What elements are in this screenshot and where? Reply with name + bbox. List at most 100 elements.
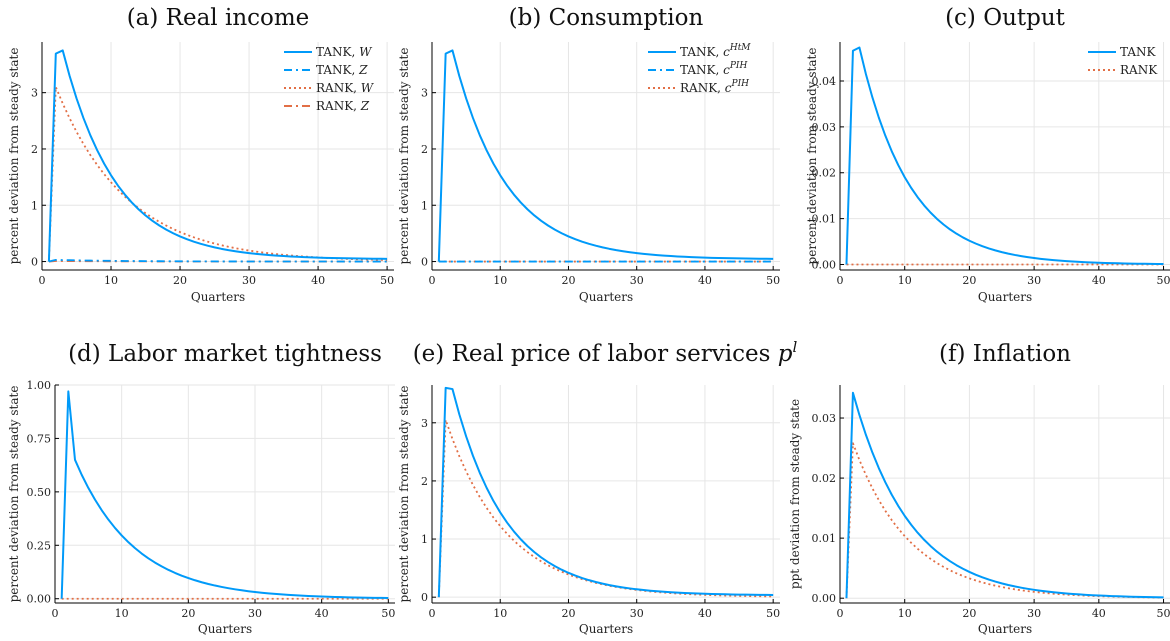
legend-label: RANK,: [316, 81, 361, 95]
x-tick-label: 50: [766, 274, 780, 287]
legend-sup: PIH: [731, 79, 750, 89]
chart-panel-e: (e) Real price of labor services pl0 10 20…: [397, 338, 797, 636]
x-axis-label: Quarters: [191, 290, 245, 304]
y-tick-label: 2: [421, 143, 428, 156]
y-tick-label: 3: [421, 87, 428, 100]
y-axis-label: percent deviation from steady state: [7, 386, 21, 603]
y-tick-label: 0.03: [812, 121, 837, 134]
x-tick-label: 10: [493, 607, 507, 620]
legend-label: TANK,: [680, 45, 723, 59]
series-line-rank-w: [48, 86, 388, 262]
y-tick-label: 1.00: [27, 379, 52, 392]
x-tick-label: 10: [115, 607, 129, 620]
y-tick-label: 0.02: [812, 167, 837, 180]
legend-var: W: [359, 45, 373, 59]
x-tick-label: 50: [380, 274, 394, 287]
x-tick-label: 20: [173, 274, 187, 287]
x-axis-label: Quarters: [579, 622, 633, 636]
y-tick-label: 2: [421, 475, 428, 488]
x-tick-label: 0: [52, 607, 59, 620]
legend-label: TANK,: [316, 63, 359, 77]
x-tick-label: 30: [630, 607, 644, 620]
y-tick-label: 0.50: [27, 486, 52, 499]
y-axis-label: percent deviation from steady state: [805, 48, 819, 265]
y-tick-label: 0.03: [812, 412, 837, 425]
panel-title: (e) Real price of labor services pl: [413, 338, 798, 367]
panel-title: (d) Labor market tightness: [68, 341, 382, 367]
x-tick-label: 10: [493, 274, 507, 287]
legend-entry: TANK, cHtM: [680, 43, 751, 59]
legend-var: Z: [358, 63, 368, 77]
x-tick-label: 30: [242, 274, 256, 287]
panel-title: (a) Real income: [127, 5, 310, 31]
x-tick-label: 50: [766, 607, 780, 620]
legend-entry: RANK, Z: [316, 99, 370, 113]
x-tick-label: 50: [1157, 607, 1170, 620]
series-line-rank: [437, 418, 774, 598]
x-tick-label: 50: [381, 607, 395, 620]
series-line-rank: [845, 442, 1164, 599]
x-axis-label: Quarters: [579, 290, 633, 304]
x-tick-label: 40: [698, 274, 712, 287]
legend-var: c: [725, 81, 732, 95]
chart-panel-f: (f) Inflation 0 10 20 30 40 50 0.00 0.01 0.02 0.03…: [788, 341, 1170, 636]
x-tick-label: 40: [311, 274, 325, 287]
x-tick-label: 10: [104, 274, 118, 287]
legend-entry: TANK, cPIH: [680, 61, 747, 77]
y-tick-label: 0.04: [812, 75, 837, 88]
legend-var: c: [723, 63, 730, 77]
x-tick-label: 20: [181, 607, 195, 620]
x-tick-label: 30: [630, 274, 644, 287]
legend-entry: TANK, Z: [316, 63, 368, 77]
series-line-tank-c-htm: [437, 49, 774, 262]
y-tick-label: 0.00: [27, 593, 52, 606]
legend-entry: TANK, W: [316, 45, 373, 59]
y-axis-label: percent deviation from steady state: [7, 48, 21, 265]
x-tick-label: 20: [561, 607, 575, 620]
panel-title: (b) Consumption: [509, 5, 704, 31]
title-var: p: [770, 341, 792, 367]
y-tick-label: 3: [31, 87, 38, 100]
x-tick-label: 0: [39, 274, 46, 287]
y-tick-label: 3: [421, 417, 428, 430]
y-axis-label: ppt deviation from steady state: [788, 399, 802, 589]
legend-label: TANK: [1120, 45, 1157, 59]
x-tick-label: 50: [1157, 274, 1170, 287]
legend-sup: HtM: [729, 43, 751, 53]
x-axis-label: Quarters: [978, 622, 1032, 636]
x-tick-label: 30: [1027, 607, 1041, 620]
title-sup: l: [792, 338, 797, 356]
x-tick-label: 40: [315, 607, 329, 620]
series-line-tank: [845, 46, 1164, 266]
y-tick-label: 1: [421, 533, 428, 546]
panel-title: (c) Output: [945, 5, 1066, 31]
x-tick-label: 40: [1092, 607, 1106, 620]
y-tick-label: 0.25: [27, 539, 52, 552]
x-tick-label: 0: [837, 274, 844, 287]
y-tick-label: 0: [421, 591, 428, 604]
series-line-tank-w: [47, 49, 388, 262]
legend-entry: RANK, cPIH: [680, 79, 749, 95]
chart-panel-a: (a) Real income 0 10 20 30 40 50 0 1 2 3 Quarters pe…: [7, 5, 394, 304]
y-axis-label: percent deviation from steady state: [397, 48, 411, 265]
y-tick-label: 0.75: [27, 432, 52, 445]
x-axis-label: Quarters: [198, 622, 252, 636]
y-tick-label: 0.00: [812, 258, 837, 271]
x-tick-label: 20: [561, 274, 575, 287]
legend-entry: TANK: [1120, 45, 1157, 59]
legend-label: RANK,: [680, 81, 725, 95]
x-tick-label: 30: [248, 607, 262, 620]
legend-entry: RANK: [1120, 63, 1158, 77]
x-tick-label: 0: [429, 607, 436, 620]
y-tick-label: 0.01: [812, 532, 837, 545]
panel-title: (f) Inflation: [939, 341, 1071, 367]
x-tick-label: 0: [837, 607, 844, 620]
chart-panel-d: (d) Labor market tightness 0 10 20 30 40 50 0.0…: [7, 341, 395, 636]
legend-entry: RANK, W: [316, 81, 375, 95]
chart-panel-c: (c) Output 0 10 20 30 40 50 0.00 0.01 0.02 0.03 0.0…: [805, 5, 1170, 304]
legend-label: TANK,: [316, 45, 359, 59]
legend: TANK RANK: [1088, 45, 1158, 77]
